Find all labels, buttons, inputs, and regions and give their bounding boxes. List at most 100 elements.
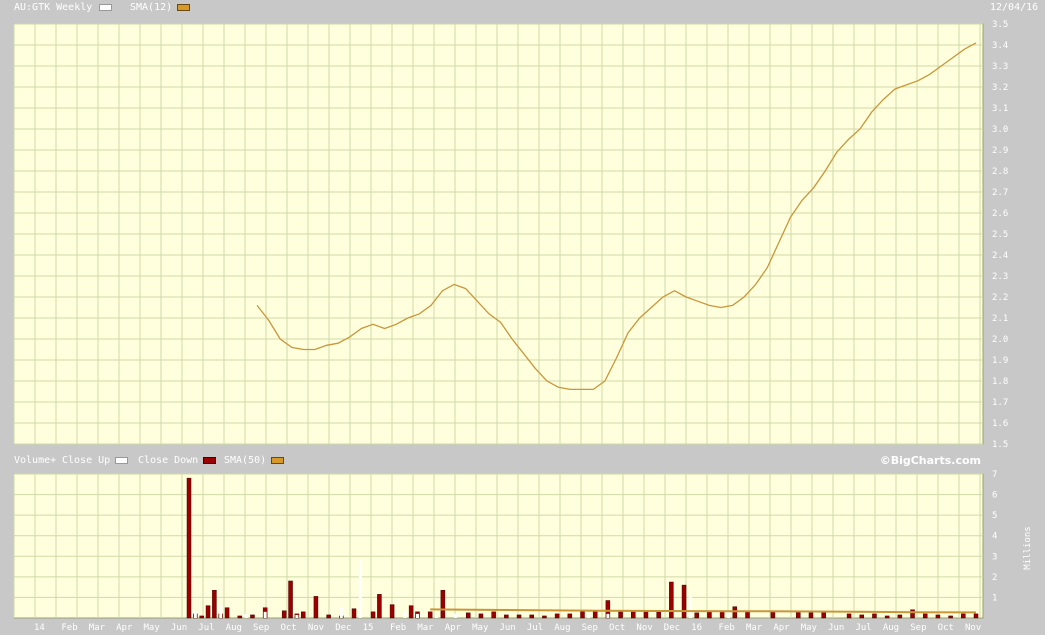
- volume-tick-label: 3: [992, 552, 997, 562]
- volume-bar-down: [212, 589, 217, 619]
- x-tick-label: Dec: [664, 623, 680, 633]
- price-tick-label: 3.0: [992, 125, 1008, 135]
- symbol-label: AU:GTK Weekly: [14, 2, 93, 13]
- price-tick-label: 3.2: [992, 83, 1008, 93]
- volume-bar-down: [427, 611, 433, 619]
- volume-bar-down: [948, 615, 953, 619]
- x-tick-label: Sep: [582, 623, 598, 633]
- x-tick-label: Aug: [554, 623, 570, 633]
- volume-bar-down: [694, 612, 699, 619]
- x-tick-label: Feb: [390, 623, 406, 633]
- volume-bar-down: [808, 612, 814, 619]
- x-tick-label: Feb: [719, 623, 735, 633]
- x-tick-label: 16: [691, 623, 702, 633]
- x-tick-label: Apr: [445, 623, 462, 633]
- x-tick-label: Feb: [61, 623, 77, 633]
- price-tick-label: 2.8: [992, 167, 1008, 177]
- volume-bar-up: [403, 611, 407, 618]
- volume-bar-down: [288, 580, 293, 619]
- volume-bar-down: [618, 611, 623, 619]
- volume-bar-down: [884, 615, 890, 619]
- x-tick-label: May: [144, 623, 161, 633]
- x-tick-label: Jun: [500, 623, 516, 633]
- volume-bar-up: [454, 613, 458, 618]
- x-tick-label: Apr: [116, 623, 133, 633]
- x-tick-label: Nov: [308, 623, 324, 633]
- sma50-line: [430, 608, 977, 614]
- legend-price-swatch: [96, 0, 112, 16]
- x-tick-label: Jul: [198, 623, 214, 633]
- volume-bar-down: [313, 596, 319, 619]
- volume-bar-down: [656, 611, 661, 619]
- volume-bar-down: [745, 611, 750, 619]
- x-tick-label: May: [472, 623, 489, 633]
- x-tick-label: Sep: [253, 623, 269, 633]
- volume-bar-down: [732, 606, 738, 619]
- volume-bar-down: [205, 605, 211, 619]
- volume-tick-label: 7: [992, 470, 997, 480]
- volume-bar-down: [592, 611, 598, 619]
- x-tick-label: May: [801, 623, 818, 633]
- volume-bar-down: [504, 614, 509, 619]
- x-tick-label: Jun: [828, 623, 844, 633]
- sma12-legend-label: SMA(12): [130, 2, 173, 13]
- x-tick-label: Oct: [938, 623, 954, 633]
- volume-bar-down: [370, 611, 376, 619]
- volume-bar-down: [237, 615, 243, 619]
- volume-tick-label: 1: [992, 593, 997, 603]
- volume-bar-up: [244, 613, 248, 618]
- volume-bar-down: [770, 611, 776, 619]
- volume-plot-area: [13, 473, 984, 619]
- x-tick-label: Mar: [89, 623, 106, 633]
- volume-bar-up: [415, 613, 419, 618]
- x-tick-label: Dec: [335, 623, 351, 633]
- sma50-legend-label: SMA(50): [224, 455, 267, 466]
- price-tick-label: 2.9: [992, 146, 1008, 156]
- volume-bar-up: [295, 614, 299, 618]
- sma12-legend-swatch: [174, 0, 190, 16]
- volume-bar-down: [377, 594, 382, 619]
- close-up-swatch: [112, 453, 128, 469]
- volume-bar-down: [326, 614, 331, 619]
- x-tick-label: Mar: [417, 623, 434, 633]
- volume-title: Volume+: [14, 455, 57, 466]
- volume-bar-down: [478, 613, 484, 619]
- price-tick-label: 2.4: [992, 251, 1008, 261]
- x-tick-label: Oct: [280, 623, 296, 633]
- volume-bar-down: [300, 611, 306, 619]
- volume-gridlines: [13, 473, 983, 618]
- volume-bar-down: [681, 584, 687, 619]
- volume-bar-down: [669, 581, 674, 619]
- volume-bar-down: [529, 614, 534, 619]
- close-down-swatch: [200, 453, 216, 469]
- volume-bar-up: [339, 607, 343, 618]
- price-gridlines: [13, 23, 983, 445]
- volume-bar-down: [859, 614, 865, 619]
- volume-bar-down: [922, 613, 928, 619]
- volume-bar-up: [263, 611, 267, 618]
- volume-tick-label: 6: [992, 491, 997, 501]
- brand-logo: ©BigCharts.com: [879, 454, 981, 467]
- volume-bar-up: [606, 613, 610, 618]
- price-tick-label: 2.1: [992, 314, 1008, 324]
- chart-title-bar: AU:GTK Weekly SMA(12) 12/04/16: [0, 0, 1045, 16]
- price-tick-label: 1.9: [992, 356, 1008, 366]
- volume-bar-down: [910, 609, 915, 619]
- volume-bar-down: [542, 615, 547, 619]
- volume-bar-down: [935, 614, 941, 619]
- volume-bar-down: [389, 604, 395, 619]
- volume-bar-down: [186, 477, 192, 619]
- volume-bar-down: [250, 614, 255, 619]
- volume-bar-up: [726, 611, 730, 618]
- x-tick-label: Oct: [609, 623, 625, 633]
- price-tick-label: 1.6: [992, 419, 1008, 429]
- close-down-label: Close Down: [138, 455, 199, 466]
- x-tick-label: Jun: [171, 623, 187, 633]
- volume-bar-down: [821, 611, 826, 619]
- x-tick-label: Apr: [773, 623, 790, 633]
- volume-bar-down: [567, 613, 573, 619]
- x-tick-label: Aug: [226, 623, 242, 633]
- volume-bar-down: [491, 611, 496, 619]
- volume-bar-down: [897, 614, 903, 619]
